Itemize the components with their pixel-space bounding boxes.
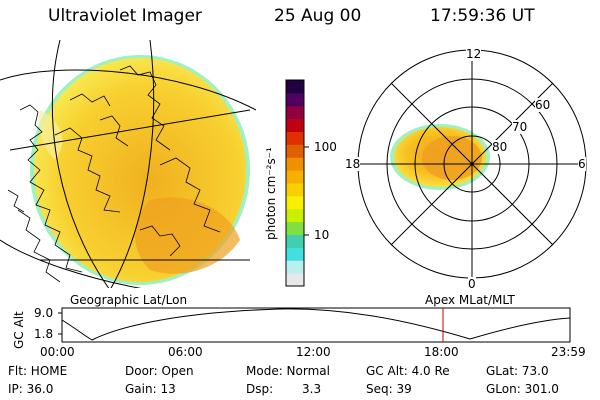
status-flight: Flt: HOME — [8, 364, 68, 378]
colorbar-swatch — [286, 260, 304, 274]
mlt-label-6: 6 — [578, 157, 586, 171]
geographic-grid — [0, 40, 256, 288]
status-door: Door: Open — [125, 364, 194, 378]
geographic-label: Geographic Lat/Lon — [70, 293, 188, 307]
image-date: 25 Aug 00 — [274, 6, 362, 26]
colorbar-label-100: 100 — [314, 140, 337, 154]
geographic-image — [0, 40, 256, 288]
colorbar-swatch — [286, 118, 304, 132]
colorbar-swatch — [286, 195, 304, 210]
colorbar-swatch — [286, 80, 304, 94]
colorbar-frame — [285, 79, 305, 287]
mlt-label-12: 12 — [466, 47, 482, 61]
colorbar-swatch — [286, 208, 304, 223]
altitude-xtick: 18:00 — [424, 345, 459, 359]
mlat-label-70: 70 — [512, 120, 528, 134]
status-dsp-label: Dsp: — [246, 382, 274, 396]
colorbar-swatch — [286, 157, 304, 171]
colorbar-swatch — [286, 183, 304, 197]
status-dsp-value: 3.3 — [302, 382, 322, 396]
status-glon: GLon: 301.0 — [486, 382, 559, 396]
altitude-xtick: 12:00 — [296, 345, 331, 359]
altitude-xtick: 06:00 — [168, 345, 203, 359]
status-glat: GLat: 73.0 — [486, 364, 549, 378]
altitude-ylabel: GC Alt — [12, 311, 26, 349]
colorbar-swatch — [286, 92, 304, 107]
colorbar-label-10: 10 — [314, 228, 330, 242]
coastline-contours — [7, 65, 221, 283]
colorbar-swatch — [286, 131, 304, 145]
apex-label: Apex MLat/MLT — [425, 293, 515, 307]
mlt-label-0: 0 — [468, 277, 476, 291]
colorbar-unit-label: photon cm⁻²s⁻¹ — [264, 147, 278, 240]
status-ip: IP: 36.0 — [8, 382, 54, 396]
colorbar-swatch — [286, 144, 304, 158]
colorbar-swatch — [286, 105, 304, 120]
image-time: 17:59:36 UT — [430, 6, 535, 26]
altitude-ytick-low: 1.8 — [34, 327, 54, 341]
colorbar-swatch — [286, 234, 304, 248]
colorbar-swatch — [286, 273, 304, 287]
status-seq: Seq: 39 — [366, 382, 412, 396]
altitude-plot-frame — [61, 307, 571, 343]
polar-grid — [357, 49, 587, 279]
colorbar-swatch — [286, 170, 304, 184]
mlat-label-80: 80 — [492, 140, 508, 154]
colorbar — [286, 80, 304, 287]
altitude-xtick: 23:59 — [551, 345, 586, 359]
colorbar-swatch — [286, 247, 304, 261]
imager-title: Ultraviolet Imager — [48, 6, 202, 26]
status-gain: Gain: 13 — [125, 382, 176, 396]
altitude-curve — [61, 308, 571, 341]
altitude-ytick-high: 9.0 — [34, 306, 54, 320]
colorbar-swatch — [286, 221, 304, 235]
status-gc-alt: GC Alt: 4.0 Re — [366, 364, 450, 378]
altitude-plot — [58, 307, 571, 343]
polar-plot — [357, 49, 587, 279]
mlt-label-18: 18 — [345, 157, 361, 171]
mlat-label-60: 60 — [535, 98, 551, 112]
status-mode: Mode: Normal — [246, 364, 330, 378]
altitude-xtick: 00:00 — [40, 345, 75, 359]
